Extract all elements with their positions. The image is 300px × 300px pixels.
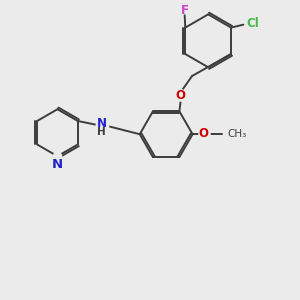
Text: H: H	[97, 127, 106, 137]
Text: N: N	[97, 117, 106, 130]
Text: N: N	[52, 158, 63, 171]
Text: O: O	[199, 127, 209, 140]
Text: Cl: Cl	[246, 17, 259, 30]
Text: O: O	[176, 89, 186, 102]
Text: CH₃: CH₃	[227, 129, 247, 139]
Text: F: F	[181, 4, 189, 17]
